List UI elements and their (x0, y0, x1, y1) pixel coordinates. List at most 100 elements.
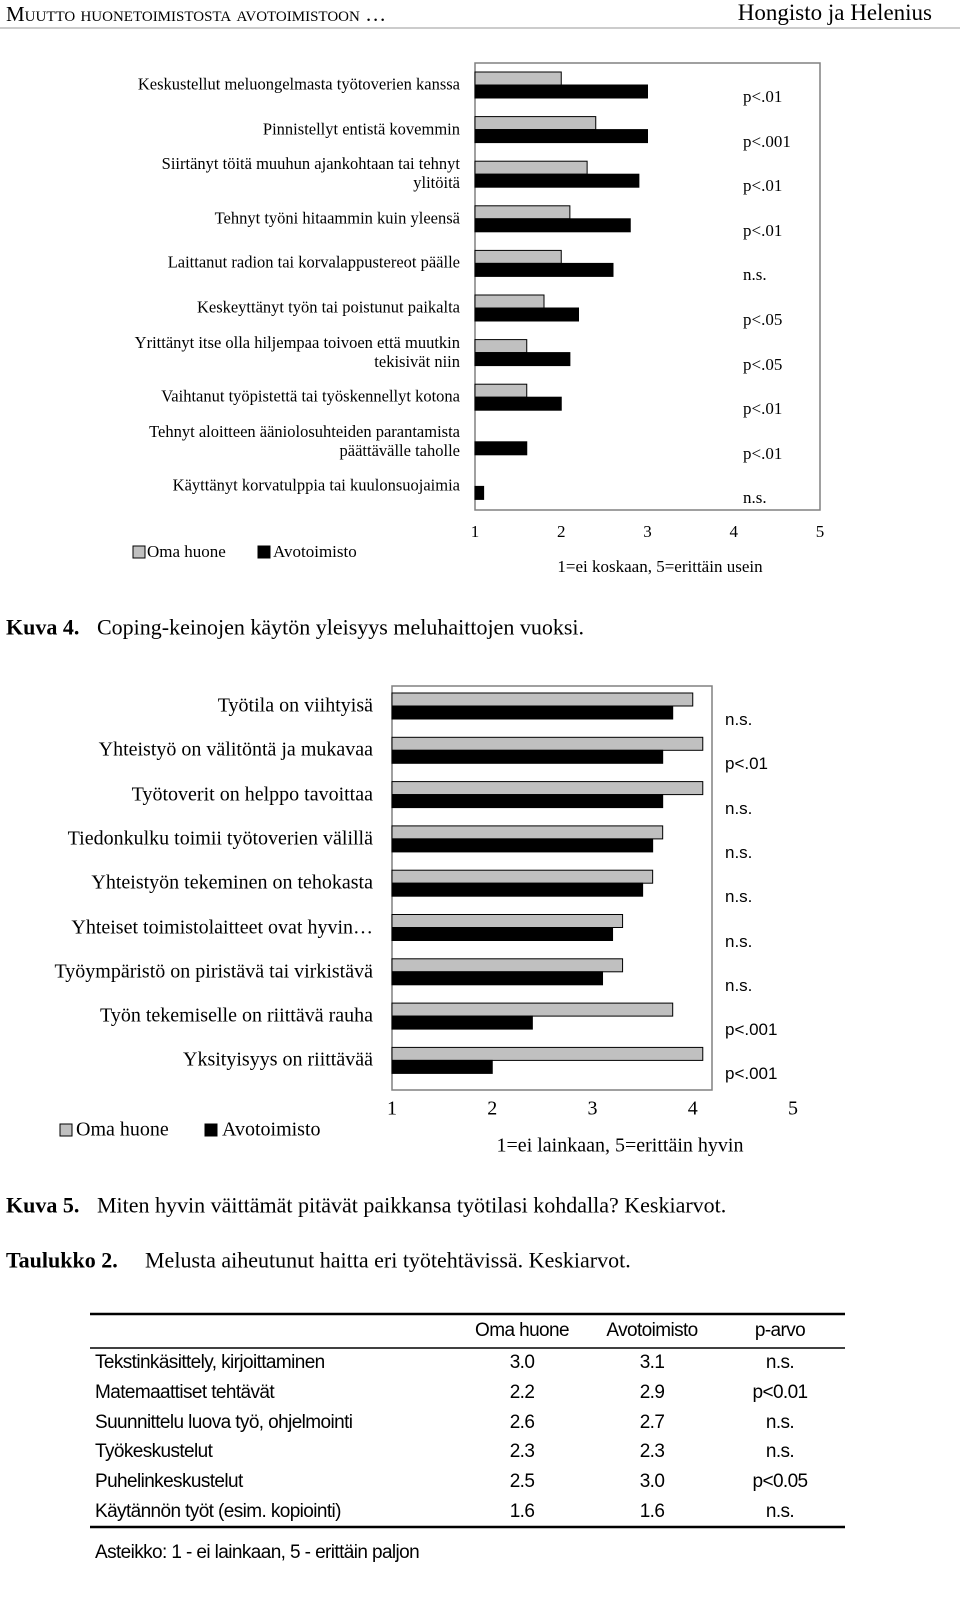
caption-label: Kuva 5. (6, 1192, 80, 1218)
category-label: Yhteistyön tekeminen on tehokasta (91, 871, 373, 894)
table-cell: p<0.05 (752, 1471, 808, 1493)
bar (391, 736, 704, 751)
category-label: Työympäristö on piristävä tai virkistävä (54, 960, 373, 983)
x-tick-label: 2 (487, 1097, 498, 1120)
table-cell: 2.3 (509, 1441, 535, 1463)
legend-swatch (132, 545, 146, 559)
significance-label: p<.001 (725, 1064, 778, 1084)
category-label: Käyttänyt korvatulppia tai kuulonsuojaim… (172, 475, 460, 495)
x-tick-label: 2 (557, 522, 566, 542)
bar (391, 1015, 533, 1030)
significance-label: n.s. (725, 887, 753, 907)
significance-label: n.s. (725, 976, 753, 996)
bar (474, 173, 640, 188)
bar (391, 1002, 674, 1017)
bar (474, 218, 631, 233)
category-label: Yrittänyt itse olla hiljempaa toivoen et… (134, 332, 460, 371)
bar (474, 352, 571, 367)
significance-label: p<.01 (725, 754, 769, 774)
bar (474, 160, 588, 175)
bar (391, 781, 704, 796)
category-label: Vaihtanut työpistettä tai työskennellyt … (161, 386, 460, 406)
caption-label: Kuva 4. (6, 614, 80, 640)
category-label: Tehnyt työni hitaammin kuin yleensä (214, 208, 460, 228)
plot-frame (474, 62, 821, 511)
bar (474, 485, 485, 500)
bar (474, 339, 528, 354)
bar (391, 1046, 704, 1061)
header-title: Muutto huonetoimistosta avotoimistoon … (6, 2, 387, 26)
table-cell: 1.6 (639, 1501, 665, 1523)
category-label: Laittanut radion tai korvalappustereot p… (167, 252, 460, 272)
bar (391, 825, 664, 840)
bar (391, 914, 624, 928)
legend-label: Oma huone (76, 1118, 169, 1141)
table-cell: n.s. (765, 1441, 795, 1463)
significance-label: p<.001 (725, 1020, 778, 1040)
table-cell: 3.1 (639, 1352, 665, 1374)
table-cell: 1.6 (509, 1501, 535, 1523)
legend-label: Avotoimisto (273, 542, 357, 562)
table-header: Avotoimisto (606, 1320, 698, 1342)
x-tick-label: 4 (729, 522, 739, 542)
category-label: Työtila on viihtyisä (217, 694, 373, 717)
category-label: Yksityisyys on riittävää (183, 1048, 373, 1071)
bar (391, 971, 604, 986)
table-header: Oma huone (475, 1320, 569, 1342)
x-tick-label: 3 (587, 1097, 598, 1120)
table-title: Melusta aiheutunut haitta eri työtehtävi… (145, 1247, 631, 1273)
table-cell: Matemaattiset tehtävät (95, 1381, 275, 1403)
table-cell: n.s. (765, 1501, 795, 1523)
category-label: Keskustellut meluongelmasta työtoverien … (137, 74, 460, 94)
table-cell: 2.2 (509, 1381, 535, 1403)
x-tick-label: 3 (643, 522, 652, 542)
bar (391, 794, 664, 809)
category-label: Yhteiset toimistolaitteet ovat hyvin… (71, 916, 373, 938)
bar (474, 71, 562, 86)
table-cell: 2.6 (509, 1411, 535, 1433)
bar (391, 692, 694, 707)
table-cell: Työkeskustelut (95, 1441, 213, 1463)
category-label: Työn tekemiselle on riittävä rauha (100, 1004, 373, 1027)
table-note: Asteikko: 1 - ei lainkaan, 5 - erittäin … (95, 1542, 420, 1564)
significance-label: p<.01 (743, 87, 783, 107)
table-cell: 3.0 (639, 1471, 665, 1493)
category-label: Yhteistyö on välitöntä ja mukavaa (98, 738, 373, 761)
bar (474, 116, 597, 131)
table-cell: Puhelinkeskustelut (95, 1471, 243, 1493)
bar (391, 927, 614, 941)
bar (474, 294, 545, 309)
significance-label: n.s. (743, 265, 767, 285)
bar (391, 1059, 493, 1074)
bar (391, 882, 644, 897)
significance-label: p<.001 (743, 131, 791, 151)
significance-label: p<.05 (743, 354, 783, 374)
caption-text: Miten hyvin väittämät pitävät paikkansa … (97, 1192, 727, 1218)
bar (391, 958, 624, 973)
x-tick-label: 5 (788, 1097, 798, 1120)
legend-swatch (59, 1123, 73, 1137)
significance-label: n.s. (725, 798, 753, 818)
category-label: Siirtänyt töitä muuhun ajankohtaan tai t… (161, 154, 460, 193)
table-cell: Tekstinkäsittely, kirjoittaminen (95, 1352, 325, 1374)
legend-label: Oma huone (147, 542, 226, 562)
x-tick-label: 1 (470, 522, 480, 542)
significance-label: n.s. (743, 488, 767, 508)
table-cell: p<0.01 (752, 1381, 808, 1403)
header-authors: Hongisto ja Helenius (737, 0, 932, 25)
bar (474, 205, 571, 220)
bar (391, 749, 664, 764)
category-label: Tehnyt aloitteen ääniolosuhteiden parant… (149, 421, 460, 460)
bar (391, 869, 654, 884)
table-cell: 2.9 (639, 1381, 665, 1403)
x-tick-label: 5 (815, 522, 825, 542)
significance-label: p<.01 (743, 444, 783, 464)
table-cell: 3.0 (509, 1352, 535, 1374)
bar (474, 84, 648, 99)
significance-label: p<.01 (743, 176, 783, 196)
x-axis-title: 1=ei lainkaan, 5=erittäin hyvin (496, 1134, 744, 1157)
bar (474, 262, 614, 277)
significance-label: n.s. (725, 843, 753, 863)
x-tick-label: 1 (387, 1097, 397, 1120)
